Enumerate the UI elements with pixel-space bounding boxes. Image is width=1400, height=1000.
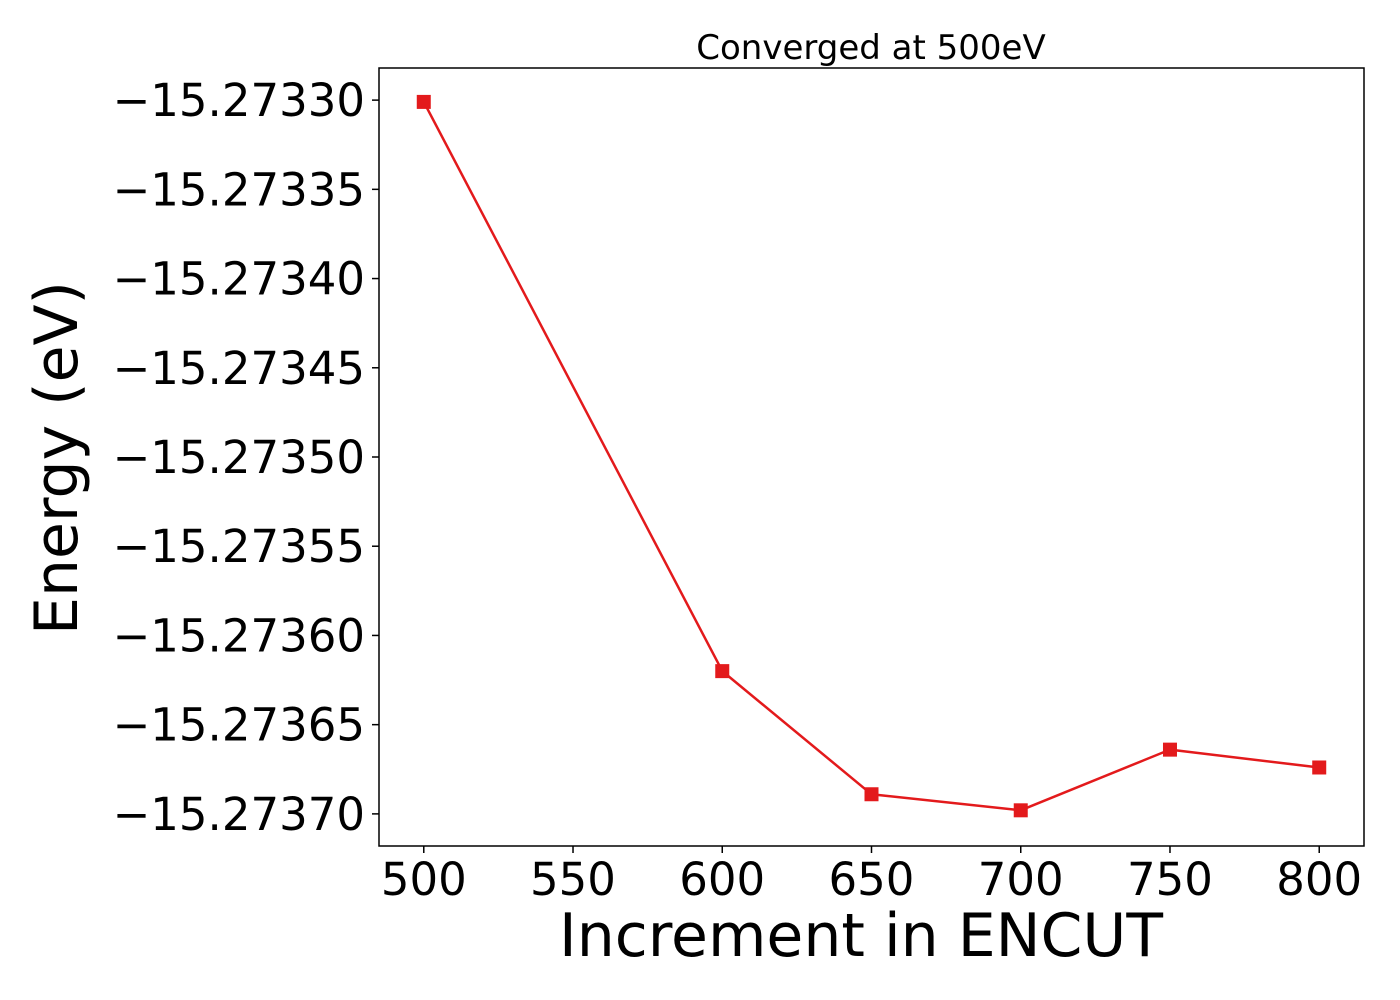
- x-tick-label: 550: [530, 853, 616, 906]
- y-tick-label: −15.27355: [113, 520, 365, 573]
- y-axis-label: Energy (eV): [22, 281, 92, 635]
- series-line: [422, 101, 1320, 812]
- y-tick-label: −15.27360: [113, 609, 365, 662]
- data-point: [715, 664, 730, 679]
- y-tick-label: −15.27370: [113, 788, 365, 841]
- data-point: [1162, 742, 1177, 757]
- y-tick-label: −15.27350: [113, 431, 365, 484]
- y-tick-label: −15.27365: [113, 699, 365, 752]
- data-point: [1312, 760, 1327, 775]
- x-tick-label: 700: [978, 853, 1064, 906]
- y-tick-label: −15.27335: [113, 163, 365, 216]
- axes-frame: [378, 67, 1365, 847]
- x-axis-label: Increment in ENCUT: [559, 901, 1163, 971]
- x-tick-label: 600: [679, 853, 765, 906]
- x-tick-label: 650: [829, 853, 915, 906]
- plot-area: 500 550 600 650 700 750 800 −15.27330 −15.27335 −…: [113, 67, 1365, 906]
- y-tick-label: −15.27340: [113, 253, 365, 306]
- x-tick-label: 800: [1276, 853, 1362, 906]
- data-point: [864, 787, 879, 802]
- y-tick-label: −15.27330: [113, 74, 365, 127]
- data-point: [416, 94, 431, 109]
- x-tick-label: 500: [381, 853, 467, 906]
- data-point: [1013, 803, 1028, 818]
- x-tick-label: 750: [1127, 853, 1213, 906]
- y-tick-label: −15.27345: [113, 342, 365, 395]
- chart-title: Converged at 500eV: [696, 28, 1045, 68]
